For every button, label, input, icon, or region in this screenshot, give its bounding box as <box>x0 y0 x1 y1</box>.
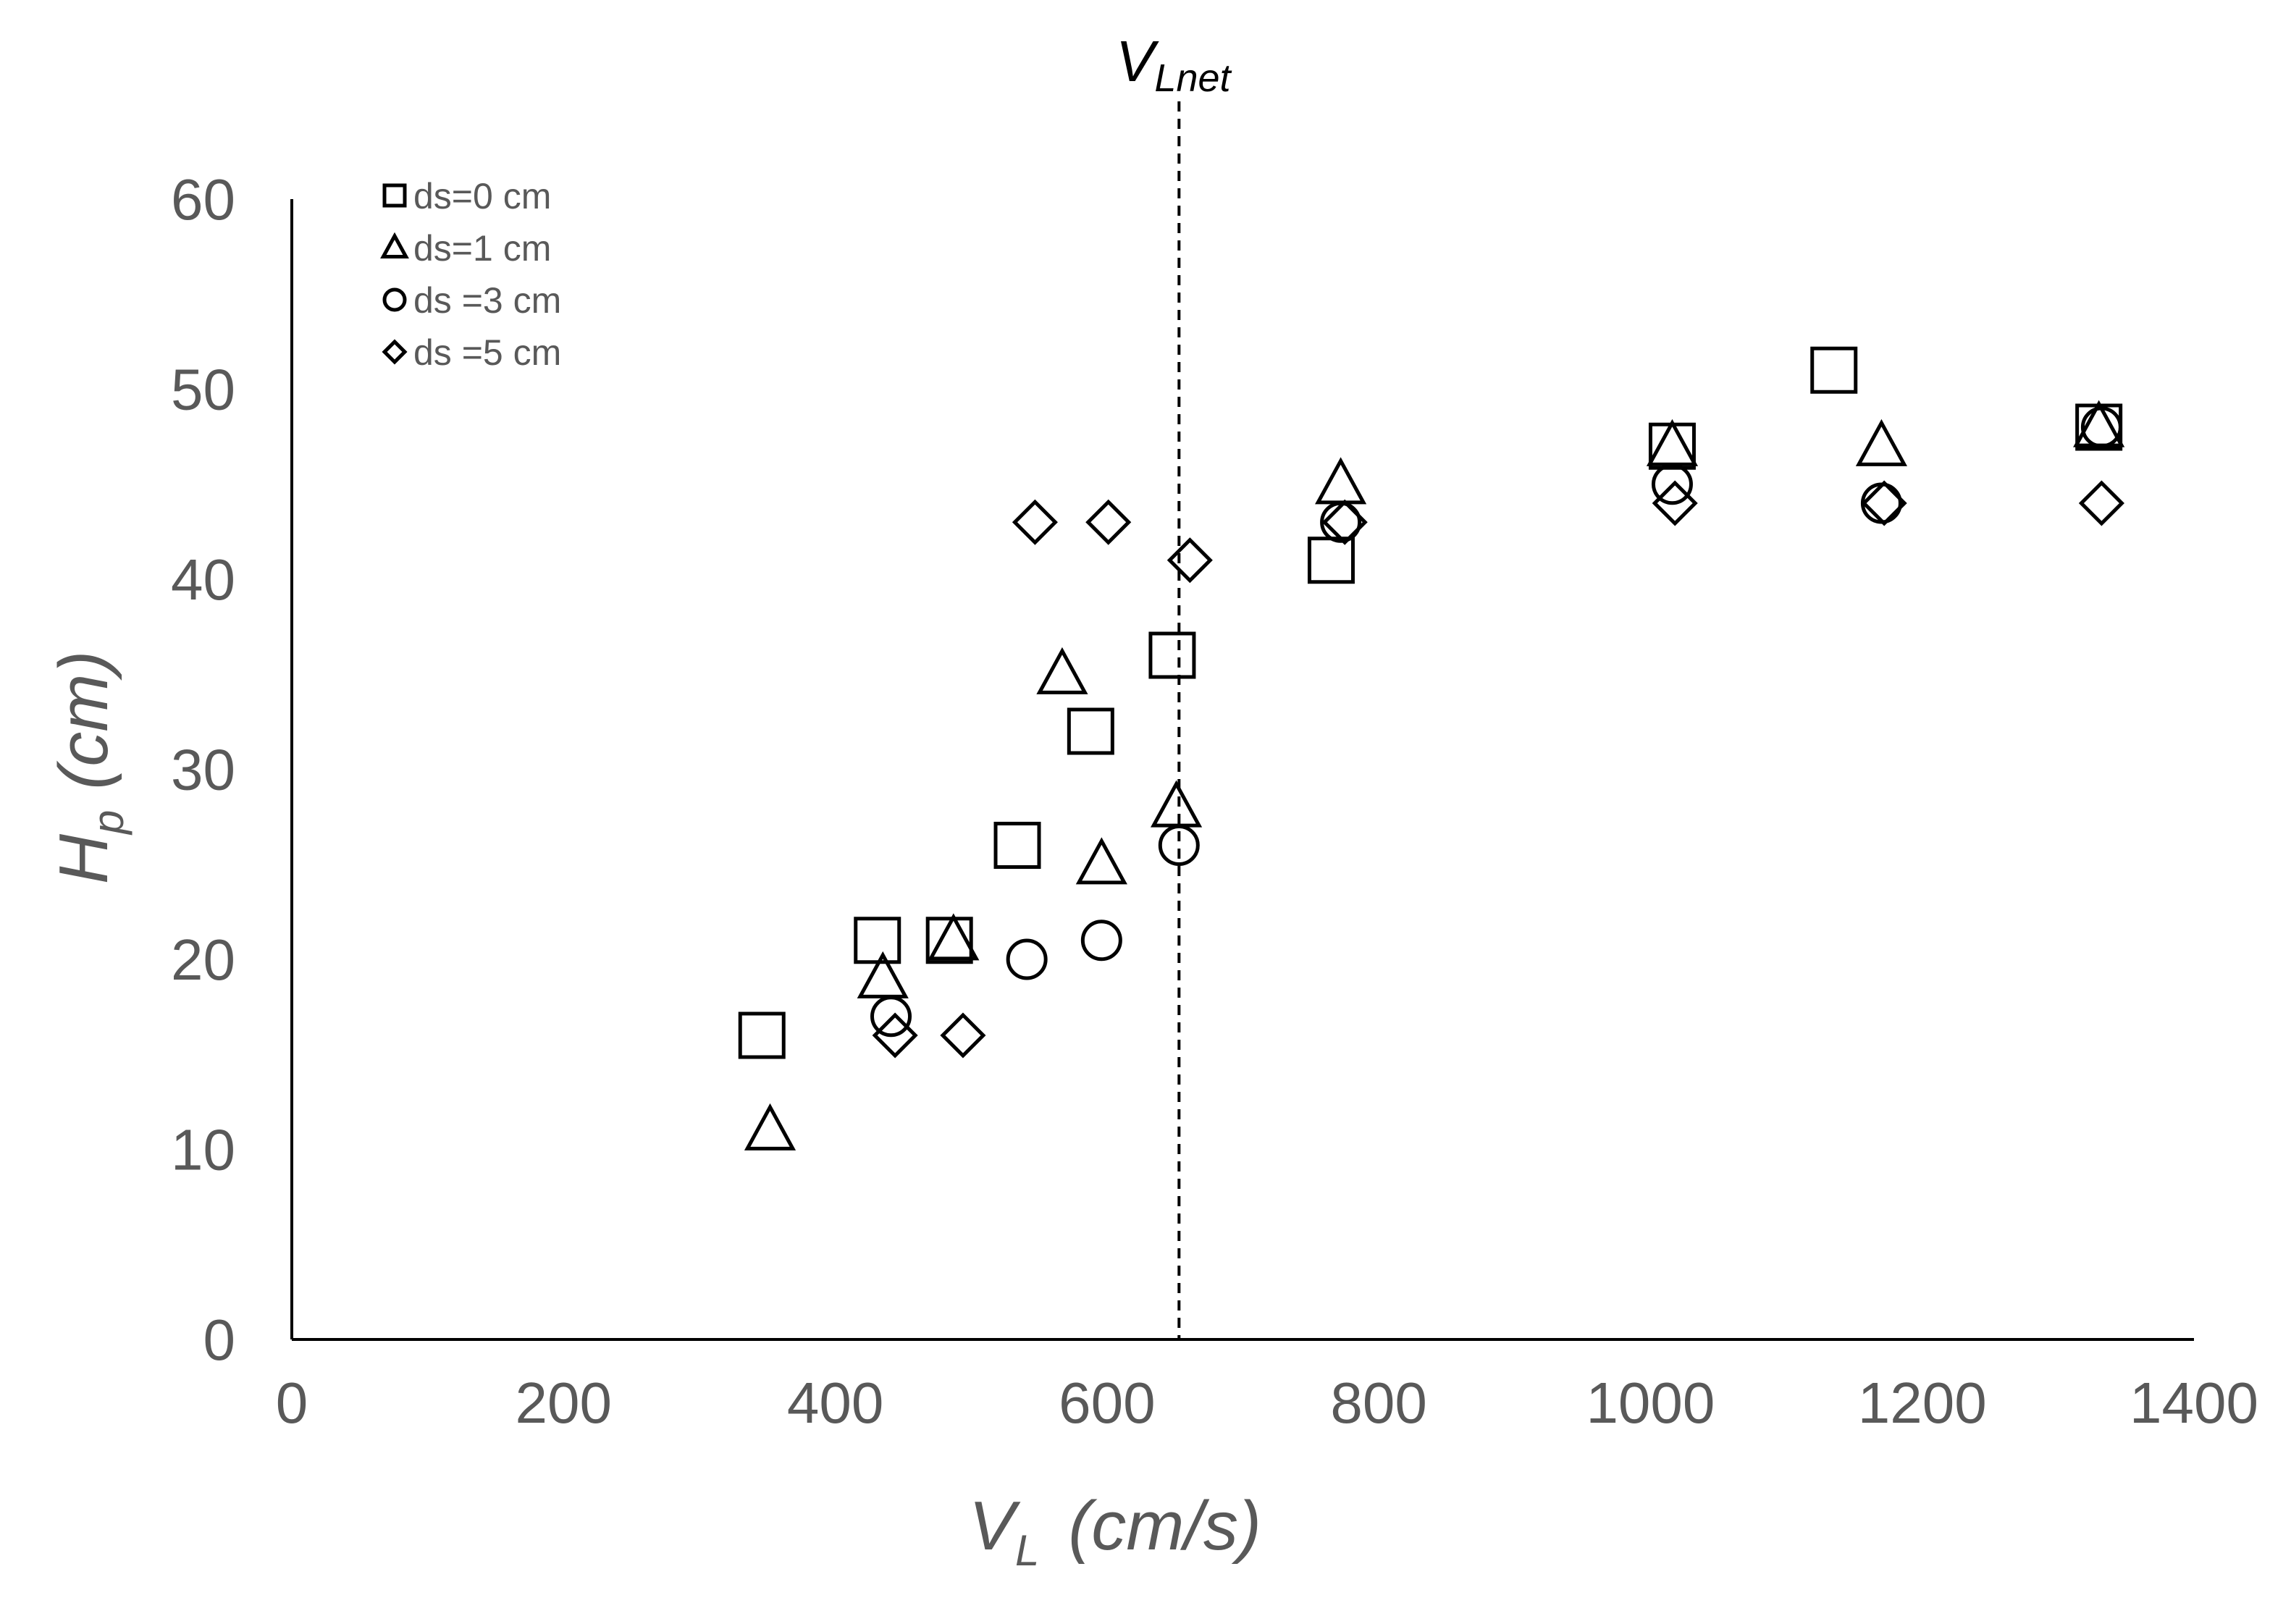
data-point-triangle <box>1646 418 1699 466</box>
data-point-square <box>1148 631 1196 679</box>
y-tick-label: 40 <box>171 547 235 612</box>
data-point-triangle <box>1036 647 1088 694</box>
data-point-square <box>925 917 973 964</box>
data-point-triangle <box>1855 418 1907 466</box>
y-tick-label: 20 <box>171 927 235 992</box>
x-axis-title-units: (cm/s) <box>1068 1487 1261 1565</box>
x-tick-label: 0 <box>276 1371 308 1435</box>
legend-marker-triangle <box>380 232 409 259</box>
legend-marker-diamond <box>382 339 408 365</box>
series-square <box>738 346 2123 1059</box>
data-point-diamond <box>1861 480 1907 526</box>
data-point-square <box>993 822 1041 869</box>
reference-label-main: V <box>1116 29 1159 93</box>
data-point-diamond <box>940 1012 986 1059</box>
data-point-diamond <box>1166 537 1213 584</box>
data-point-circle <box>1651 463 1693 505</box>
axes <box>290 199 2194 1341</box>
data-point-diamond <box>1012 499 1058 545</box>
series-triangle <box>744 400 2125 1150</box>
legend-item: ds =3 cm <box>382 280 561 321</box>
x-tick-label: 800 <box>1330 1371 1426 1435</box>
x-tick-label: 1200 <box>1858 1371 1987 1435</box>
reference-line-group: VLnet <box>1116 29 1232 1339</box>
legend-item: ds =5 cm <box>382 332 561 373</box>
data-point-square <box>1810 346 1858 394</box>
data-point-circle <box>1158 825 1200 866</box>
x-tick-label: 1400 <box>2130 1371 2258 1435</box>
series-diamond <box>872 480 2124 1059</box>
legend-label: ds =5 cm <box>413 332 561 373</box>
x-axis-title-sub: L <box>1015 1526 1039 1575</box>
data-point-triangle <box>1315 457 1367 505</box>
data-point-square <box>1307 537 1355 584</box>
x-tick-label: 200 <box>516 1371 612 1435</box>
legend-marker-square <box>382 183 407 208</box>
legend-label: ds =3 cm <box>413 280 561 321</box>
reference-label-sub: Lnet <box>1154 56 1232 100</box>
data-point-diamond <box>1652 480 1698 526</box>
legend: ds=0 cm ds=1 cm ds =3 cm ds =5 cm <box>380 176 561 373</box>
x-tick-label: 1000 <box>1586 1371 1715 1435</box>
data-point-triangle <box>1150 780 1203 828</box>
x-axis-title: VL (cm/s) <box>969 1487 1261 1575</box>
data-point-circle <box>1320 501 1362 543</box>
y-tick-label: 60 <box>171 167 235 232</box>
legend-item: ds=1 cm <box>380 228 551 269</box>
data-point-square <box>1067 707 1114 755</box>
data-point-triangle <box>928 913 980 961</box>
data-point-diamond <box>1085 499 1132 545</box>
data-point-square <box>854 917 901 964</box>
data-point-square <box>738 1011 786 1059</box>
data-point-triangle <box>1075 837 1127 885</box>
y-tick-label: 50 <box>171 358 235 422</box>
y-axis-title-units: (cm) <box>45 651 122 790</box>
y-axis-title: Hp (cm) <box>45 651 133 885</box>
data-point-diamond <box>2078 480 2124 526</box>
x-tick-label: 400 <box>787 1371 883 1435</box>
y-tick-label: 10 <box>171 1118 235 1182</box>
data-points <box>738 346 2125 1150</box>
x-axis-title-main: V <box>969 1487 1021 1565</box>
legend-label: ds=0 cm <box>413 176 551 216</box>
legend-label: ds=1 cm <box>413 228 551 269</box>
data-point-triangle <box>857 951 909 998</box>
axis-titles: VL (cm/s) Hp (cm) <box>45 651 1261 1575</box>
data-point-circle <box>1080 920 1122 962</box>
reference-line-label: VLnet <box>1116 29 1232 100</box>
data-point-diamond <box>1321 499 1368 545</box>
data-point-circle <box>1006 938 1048 980</box>
tick-labels: 0 200 400 600 800 1000 1200 1400 0 10 20 30 40 50 60 <box>171 167 2258 1435</box>
series-circle <box>870 406 2122 1038</box>
data-point-circle <box>870 996 912 1038</box>
data-point-circle <box>2080 406 2122 448</box>
data-point-circle <box>1860 482 1902 524</box>
data-point-diamond <box>872 1012 918 1059</box>
y-axis-title-sub: p <box>84 810 133 836</box>
y-tick-label: 30 <box>171 738 235 802</box>
y-axis-title-main: H <box>45 833 122 884</box>
data-point-triangle <box>744 1103 796 1150</box>
data-point-square <box>1648 422 1696 470</box>
legend-item: ds=0 cm <box>382 176 551 216</box>
legend-marker-circle <box>382 287 407 312</box>
x-tick-label: 600 <box>1059 1371 1155 1435</box>
y-tick-label: 0 <box>203 1308 236 1372</box>
